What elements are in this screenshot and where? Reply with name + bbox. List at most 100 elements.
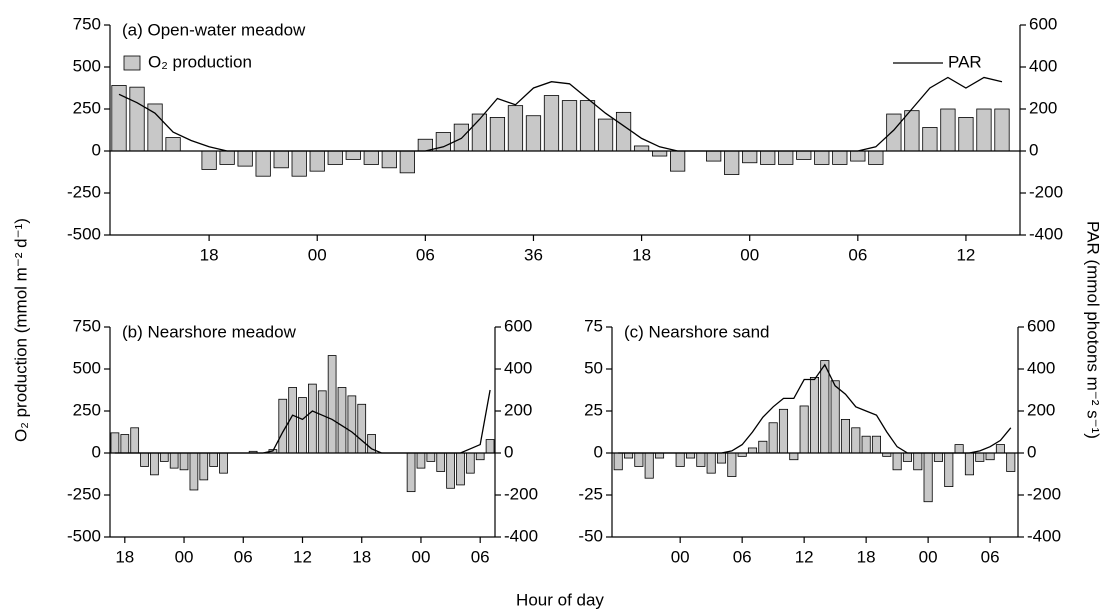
legend-label: PAR <box>948 52 982 71</box>
bar <box>675 452 685 467</box>
bar <box>298 397 307 454</box>
bar <box>685 452 696 459</box>
bar <box>985 452 995 461</box>
bar <box>110 432 120 454</box>
bar <box>255 150 271 177</box>
y2-tick-label: 600 <box>504 316 532 335</box>
bar <box>634 452 644 467</box>
bar <box>189 452 199 491</box>
panel-title: (c) Nearshore sand <box>624 322 770 341</box>
bar <box>416 452 426 469</box>
bar <box>809 376 820 454</box>
bar <box>633 145 650 152</box>
bar <box>475 452 485 461</box>
bar <box>327 355 337 454</box>
bar <box>778 408 789 454</box>
y2-tick-label: 0 <box>1029 140 1038 159</box>
y-tick-label: -50 <box>578 526 603 545</box>
x-axis-label: Hour of day <box>516 590 604 609</box>
bar <box>140 452 149 467</box>
bar <box>130 427 140 454</box>
legend-swatch <box>123 55 141 71</box>
x-tick-label: 06 <box>733 547 752 566</box>
x-tick-label: 18 <box>352 547 371 566</box>
bar <box>219 452 228 474</box>
bar <box>832 150 848 165</box>
bar <box>830 380 840 454</box>
bar <box>579 100 596 152</box>
y2-tick-label: -200 <box>1029 182 1063 201</box>
y-tick-label: 250 <box>73 98 101 117</box>
bar <box>120 434 130 454</box>
y-tick-label: 75 <box>584 316 603 335</box>
bar <box>446 452 455 489</box>
bar <box>940 108 956 152</box>
bar <box>778 150 794 165</box>
x-tick-label: 00 <box>671 547 690 566</box>
bar <box>724 150 740 175</box>
bar <box>399 150 415 174</box>
bar <box>696 452 706 467</box>
bar <box>199 452 209 481</box>
bar <box>964 452 974 476</box>
bar <box>796 150 812 160</box>
y-tick-label: -250 <box>67 484 101 503</box>
y2-tick-label: -400 <box>1027 526 1061 545</box>
bar <box>426 452 436 462</box>
bar <box>871 435 882 454</box>
bar <box>706 452 716 474</box>
y-tick-label: 250 <box>73 400 101 419</box>
bar <box>613 452 623 471</box>
bar <box>159 452 169 462</box>
bar <box>976 108 992 152</box>
bar <box>922 127 938 152</box>
bar <box>597 118 614 152</box>
x-tick-label: 06 <box>416 245 435 264</box>
x-tick-label: 06 <box>471 547 490 566</box>
bar <box>840 418 851 454</box>
bar <box>851 427 861 454</box>
bar <box>623 452 634 459</box>
bar <box>381 150 397 169</box>
y-tick-label: 0 <box>92 442 101 461</box>
bar <box>768 422 778 454</box>
x-tick-label: 06 <box>848 245 867 264</box>
bar <box>209 452 219 467</box>
bar <box>219 150 235 165</box>
x-tick-label: 06 <box>234 547 253 566</box>
panel-title: (b) Nearshore meadow <box>122 322 297 341</box>
bar <box>357 403 367 454</box>
x-tick-label: 00 <box>175 547 194 566</box>
y2-tick-label: 600 <box>1027 316 1055 335</box>
bar <box>868 150 884 165</box>
bar <box>291 150 307 177</box>
x-tick-label: 00 <box>412 547 431 566</box>
bar <box>654 452 665 459</box>
bar <box>706 150 722 162</box>
y-tick-label: 0 <box>594 442 603 461</box>
bar <box>615 111 632 152</box>
bar <box>345 150 361 160</box>
x-tick-label: 18 <box>115 547 134 566</box>
x-tick-label: 00 <box>919 547 938 566</box>
bar <box>111 85 127 152</box>
x-tick-label: 18 <box>632 245 651 264</box>
y2-tick-label: -400 <box>1029 224 1063 243</box>
bar <box>489 117 506 152</box>
bar <box>309 150 325 172</box>
x-tick-label: 12 <box>795 547 814 566</box>
bar <box>347 395 357 454</box>
bar <box>861 435 871 454</box>
y2-tick-label: 400 <box>1029 56 1057 75</box>
y2-tick-label: 200 <box>1029 98 1057 117</box>
bar <box>850 150 866 162</box>
bar <box>456 452 465 486</box>
y2-tick-label: -400 <box>504 526 538 545</box>
y-axis-label: O₂ production (mmol m⁻² d⁻¹) <box>11 218 30 442</box>
bar <box>789 452 799 461</box>
y2-tick-label: 400 <box>1027 358 1055 377</box>
bar <box>747 447 758 454</box>
y2-tick-label: -200 <box>1027 484 1061 503</box>
x-tick-label: 06 <box>981 547 1000 566</box>
